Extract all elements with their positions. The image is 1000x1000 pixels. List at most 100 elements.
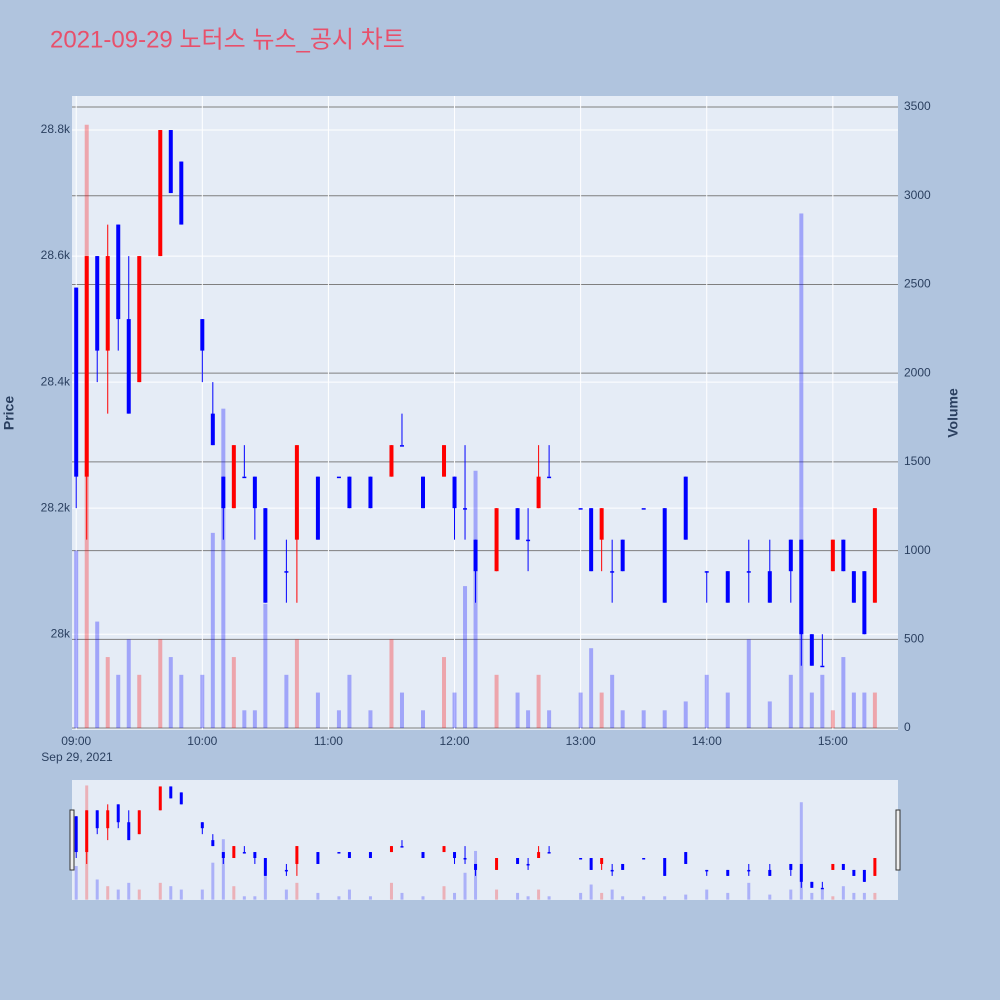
candle-body (242, 852, 246, 854)
volume-bar (831, 896, 835, 900)
plot-area (72, 96, 898, 730)
volume-bar (663, 896, 667, 900)
x-tick-label: 09:00 (61, 734, 91, 748)
candle-body (642, 858, 646, 860)
volume-bar (95, 621, 100, 729)
candle-body (242, 476, 247, 479)
volume-bar (158, 882, 162, 900)
candle-body (589, 858, 593, 870)
x-tick-label: 13:00 (566, 734, 596, 748)
volume-bar (642, 896, 646, 900)
candle-body (284, 571, 289, 573)
volume-bar (809, 692, 814, 729)
candle-body (158, 130, 163, 257)
y-tick-label: 28.8k (41, 122, 71, 136)
volume-bar (179, 674, 184, 729)
volume-bar (284, 674, 289, 729)
candle-body (789, 863, 793, 870)
volume-bar (232, 886, 236, 900)
candle-body (232, 846, 236, 859)
chart-title: 2021-09-29 노터스 뉴스_공시 차트 (50, 26, 405, 53)
candle-body (400, 846, 404, 848)
volume-bar (116, 674, 121, 729)
candle-body (315, 476, 320, 540)
y2-tick-label: 1500 (904, 454, 931, 468)
volume-bar (820, 674, 825, 729)
volume-bar (442, 886, 446, 900)
volume-bar (788, 674, 793, 729)
candle-body (126, 319, 131, 414)
candle-body (263, 508, 268, 603)
candle-body (253, 852, 257, 859)
candle-body (336, 476, 341, 479)
candle-body (810, 881, 814, 888)
volume-bar (515, 692, 520, 729)
x-tick-label: 14:00 (692, 734, 722, 748)
candle-body (663, 858, 667, 876)
candle-body (610, 571, 615, 573)
candle-body (747, 869, 751, 872)
candle-body (421, 852, 425, 859)
volume-bar (74, 550, 79, 729)
candle-body (231, 445, 236, 509)
volume-bar (747, 882, 751, 900)
volume-bar (453, 892, 457, 900)
range-handle[interactable] (895, 809, 901, 871)
y2-axis-title: Volume (945, 388, 961, 438)
x-tick-label: 15:00 (818, 734, 848, 748)
volume-bar (420, 710, 425, 729)
volume-bar (841, 657, 846, 729)
candle-body (862, 571, 867, 635)
candle-body (179, 161, 184, 225)
volume-bar (495, 889, 499, 900)
volume-bar (221, 839, 225, 900)
volume-bar (599, 692, 604, 729)
candle-body (841, 863, 845, 870)
candle-body (368, 476, 373, 509)
volume-bar (547, 710, 552, 729)
candle-body (463, 858, 467, 860)
volume-bar (295, 882, 299, 900)
volume-bar (705, 889, 709, 900)
candle-body (179, 792, 183, 805)
candle-body (137, 810, 141, 835)
volume-bar (421, 896, 425, 900)
volume-bar (768, 894, 772, 900)
y2-tick-label: 1000 (904, 543, 931, 557)
volume-bar (683, 701, 688, 729)
volume-bar (211, 862, 215, 900)
candle-body (526, 863, 530, 866)
candle-body (799, 539, 804, 635)
volume-bar (137, 889, 141, 900)
candle-body (347, 476, 352, 509)
volume-bar (589, 648, 594, 729)
candle-body (106, 810, 110, 829)
volume-bar (536, 674, 541, 729)
candle-body (74, 816, 78, 853)
volume-bar (399, 692, 404, 729)
candle-body (704, 571, 709, 573)
candle-body (137, 256, 142, 383)
candle-body (368, 852, 372, 859)
volume-bar (389, 639, 394, 729)
candle-body (474, 863, 478, 870)
volume-bar (347, 674, 352, 729)
volume-bar (851, 692, 856, 729)
volume-bar (589, 884, 593, 900)
volume-bar (641, 710, 646, 729)
range-handle[interactable] (69, 809, 75, 871)
volume-bar (578, 692, 583, 729)
candle-body (831, 863, 835, 870)
candle-body (169, 786, 173, 799)
volume-bar (704, 674, 709, 729)
volume-bar (494, 674, 499, 729)
volume-bar (726, 892, 730, 900)
candle-body (221, 476, 226, 509)
candle-body (589, 508, 594, 572)
volume-bar (872, 692, 877, 729)
range-slider[interactable] (72, 780, 898, 900)
volume-bar (547, 896, 551, 900)
volume-bar (336, 710, 341, 729)
y-tick-label: 28.2k (41, 500, 71, 514)
y-tick-label: 28k (51, 626, 71, 640)
